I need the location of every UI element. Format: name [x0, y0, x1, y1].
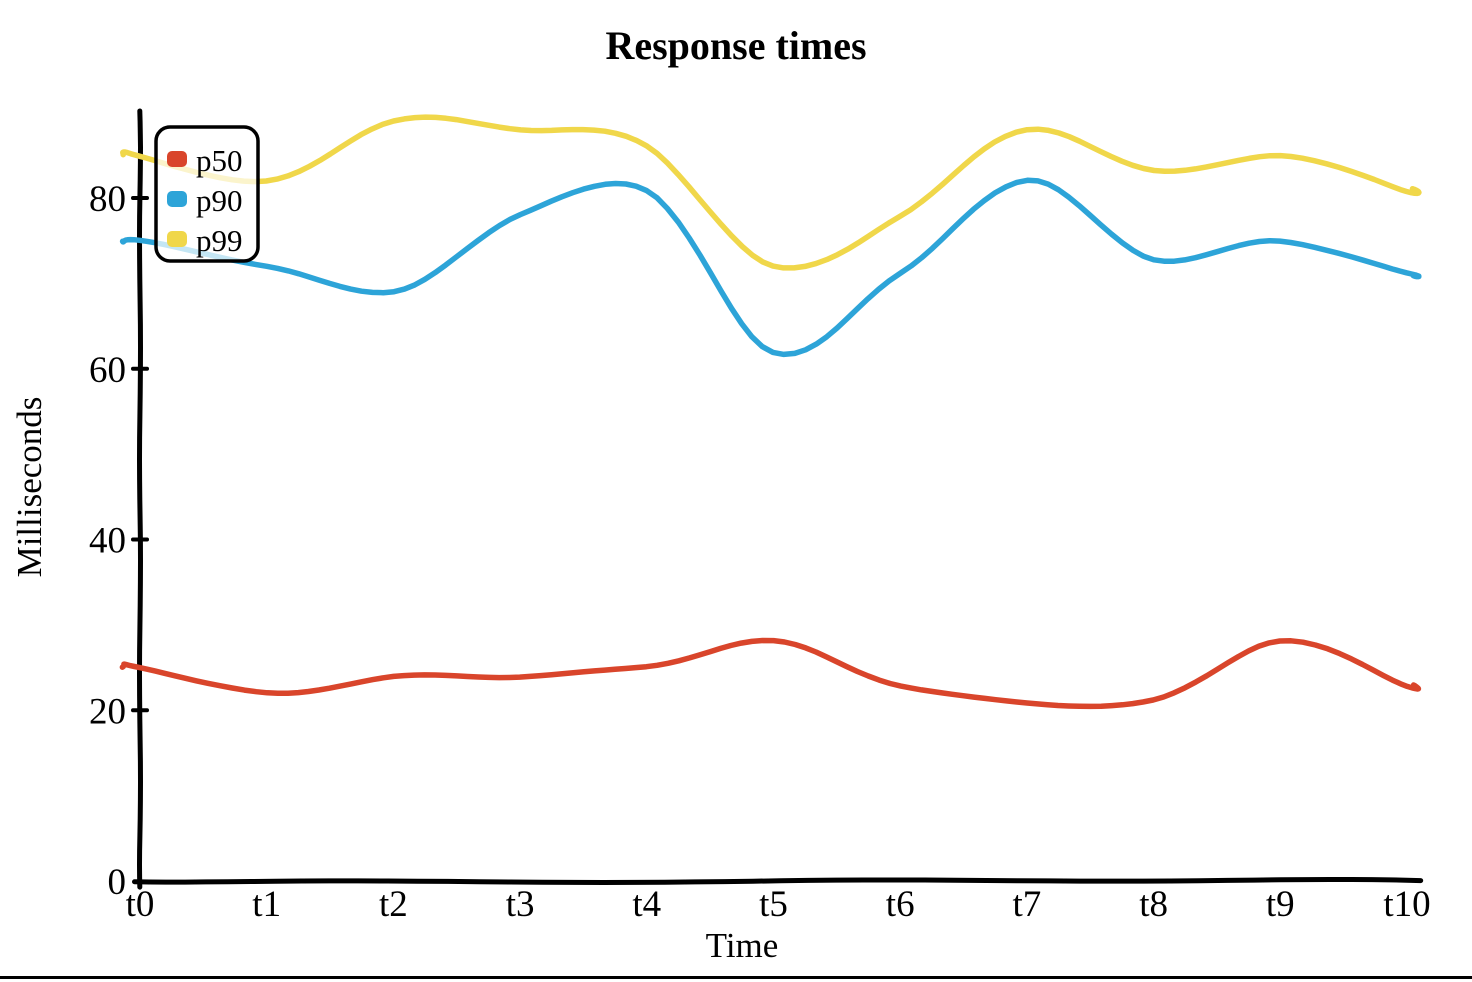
legend-swatch-p50	[167, 151, 187, 167]
legend-item-p50: p50	[167, 143, 243, 178]
x-tick-label-t5: t5	[759, 884, 788, 925]
series-line-p50	[119, 637, 1422, 710]
bottom-border-line	[0, 976, 1472, 979]
x-tick-label-t6: t6	[886, 884, 915, 925]
legend: p50 p90 p99	[154, 125, 260, 263]
legend-item-p99: p99	[167, 223, 243, 258]
x-tick-label-t8: t8	[1139, 884, 1168, 925]
legend-label-p90: p90	[196, 183, 243, 218]
x-tick-label-t7: t7	[1013, 884, 1042, 925]
x-tick-label-t0: t0	[126, 884, 155, 925]
x-axis-title: Time	[705, 926, 779, 965]
x-tick-label-t10: t10	[1383, 884, 1430, 925]
legend-swatch-p99	[167, 231, 187, 247]
x-tick-label-t1: t1	[252, 884, 281, 925]
x-tick-label-t4: t4	[632, 884, 661, 925]
legend-label-p99: p99	[196, 223, 243, 258]
series-line-p99	[120, 114, 1422, 271]
legend-swatch-p90	[167, 191, 187, 207]
y-tick-label: 80	[89, 179, 126, 220]
chart-title: Response times	[605, 23, 867, 68]
series-line-p90	[119, 177, 1422, 358]
x-tick-label-t9: t9	[1266, 884, 1295, 925]
y-tick-label: 60	[89, 350, 126, 391]
x-axis-line	[132, 877, 1424, 885]
y-axis-line	[137, 108, 143, 890]
x-tick-label-t3: t3	[506, 884, 535, 925]
legend-item-p90: p90	[167, 183, 243, 218]
x-tick-label-t2: t2	[379, 884, 408, 925]
y-tick-label: 0	[108, 862, 127, 903]
legend-label-p50: p50	[196, 143, 243, 178]
y-tick-label: 40	[89, 521, 126, 562]
y-tick-label: 20	[89, 691, 126, 732]
